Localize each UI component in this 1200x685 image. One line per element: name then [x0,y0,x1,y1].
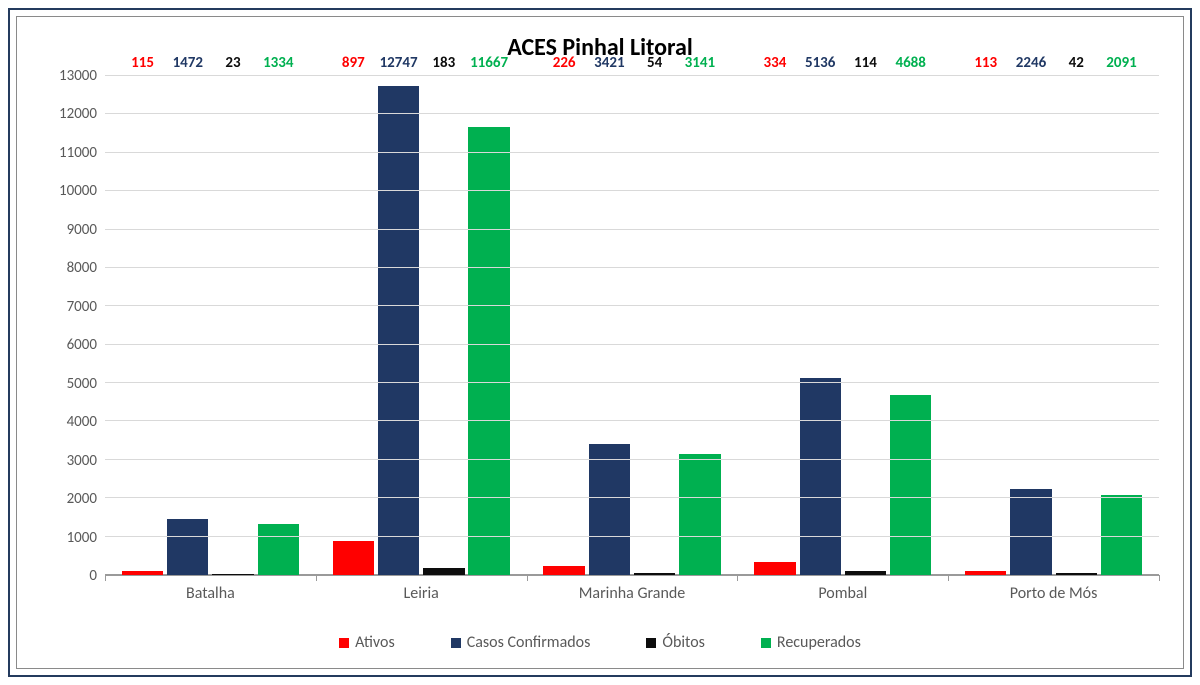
bar: 4688 [890,395,931,575]
grid-line [105,382,1159,383]
grid-line [105,190,1159,191]
bar-value-label: 4688 [895,54,925,72]
grid-line [105,497,1159,498]
bar: 2246 [1010,489,1051,575]
bar-value-label: 5136 [805,54,835,72]
category-tick [316,575,317,581]
grid-line [105,420,1159,421]
plot-area: 0100020003000400050006000700080009000100… [41,76,1159,576]
bar-value-label: 54 [647,54,662,72]
grid-line [105,152,1159,153]
bar: 42 [1056,573,1097,575]
legend-swatch [646,638,656,648]
chart-outer-frame: ACES Pinhal Litoral 01000200030004000500… [8,8,1192,677]
bar-value-label: 23 [225,54,240,72]
bar: 183 [423,568,464,575]
bar: 115 [122,571,163,575]
bar-value-label: 115 [131,54,154,72]
legend-item: Ativos [339,633,395,652]
bar-value-label: 11667 [470,54,508,72]
bar-value-label: 114 [854,54,877,72]
legend-label: Recuperados [777,633,861,652]
bar: 3141 [679,454,720,575]
x-axis-label: Porto de Mós [948,584,1159,603]
bar: 23 [212,574,253,575]
y-tick-label: 7000 [67,298,97,316]
bar-value-label: 1334 [263,54,293,72]
legend-swatch [451,638,461,648]
bar: 226 [543,566,584,575]
y-tick-label: 9000 [67,221,97,239]
category-tick [105,575,106,581]
legend-label: Casos Confirmados [467,633,591,652]
category-tick [527,575,528,581]
grid-line [105,459,1159,460]
legend: Ativos Casos Confirmados Óbitos Recuperados [41,633,1159,652]
grid-line [105,229,1159,230]
legend-item: Recuperados [761,633,861,652]
grid-line [105,344,1159,345]
bar: 11667 [468,127,509,575]
bar: 3421 [589,444,630,575]
grid-line [105,536,1159,537]
bar: 897 [333,541,374,575]
grid-line [105,113,1159,114]
bar: 1472 [167,519,208,576]
bar-value-label: 42 [1069,54,1084,72]
y-tick-label: 6000 [67,336,97,354]
legend-swatch [339,638,349,648]
chart-inner-frame: ACES Pinhal Litoral 01000200030004000500… [16,16,1184,669]
category-tick [1159,575,1160,581]
x-axis-label: Pombal [737,584,948,603]
legend-label: Óbitos [662,633,705,652]
legend-item: Casos Confirmados [451,633,591,652]
plot: 115 1472 23 1334 89712747 183 11667 226 3421 54 31… [105,76,1159,576]
x-axis-labels: BatalhaLeiriaMarinha GrandePombalPorto d… [105,584,1159,603]
bar: 12747 [378,86,419,575]
category-ticks [105,575,1159,581]
grid-line [105,267,1159,268]
grid-line [105,305,1159,306]
bar-value-label: 2246 [1016,54,1046,72]
bar-value-label: 897 [342,54,365,72]
bar: 114 [845,571,886,575]
y-tick-label: 11000 [59,144,97,162]
y-tick-label: 4000 [67,413,97,431]
bar-value-label: 183 [432,54,455,72]
category-tick [948,575,949,581]
legend-swatch [761,638,771,648]
bar: 1334 [258,524,299,575]
x-axis-label: Marinha Grande [527,584,738,603]
bar-value-label: 3421 [594,54,624,72]
category-tick [737,575,738,581]
bar-value-label: 226 [553,54,576,72]
bar: 334 [754,562,795,575]
y-tick-label: 3000 [67,452,97,470]
y-axis: 0100020003000400050006000700080009000100… [41,76,105,576]
y-tick-label: 12000 [59,105,97,123]
x-axis-label: Batalha [105,584,316,603]
bar-value-label: 334 [764,54,787,72]
bar-value-label: 2091 [1106,54,1136,72]
y-tick-label: 13000 [59,67,97,85]
bar: 54 [634,573,675,575]
y-tick-label: 2000 [67,490,97,508]
legend-item: Óbitos [646,633,705,652]
bar: 5136 [800,378,841,575]
y-tick-label: 0 [89,567,97,585]
y-tick-label: 8000 [67,259,97,277]
bar: 113 [965,571,1006,575]
bar-value-label: 3141 [685,54,715,72]
x-axis-label: Leiria [316,584,527,603]
y-tick-label: 10000 [59,182,97,200]
bar-value-label: 113 [974,54,997,72]
y-tick-label: 1000 [67,529,97,547]
grid-line [105,75,1159,76]
legend-label: Ativos [355,633,395,652]
y-tick-label: 5000 [67,375,97,393]
bar-value-label: 1472 [173,54,203,72]
bar-value-label: 12747 [380,54,418,72]
